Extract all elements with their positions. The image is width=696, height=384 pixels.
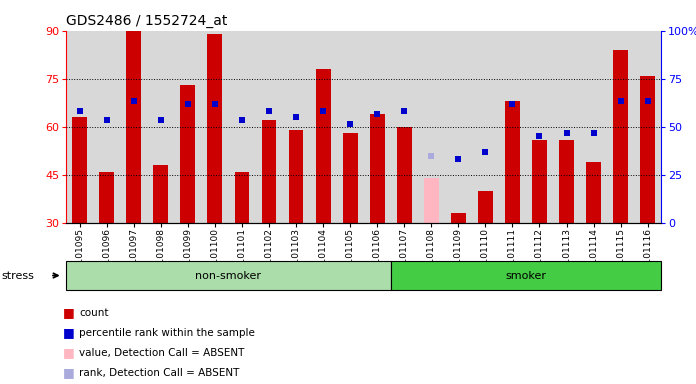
Text: smoker: smoker [505,270,546,281]
Text: percentile rank within the sample: percentile rank within the sample [79,328,255,338]
Text: non-smoker: non-smoker [196,270,262,281]
Text: value, Detection Call = ABSENT: value, Detection Call = ABSENT [79,348,245,358]
Text: GDS2486 / 1552724_at: GDS2486 / 1552724_at [66,14,228,28]
Bar [397,127,411,223]
Text: ■: ■ [63,366,74,379]
Bar [424,178,438,223]
Bar [126,31,141,223]
Bar [342,133,358,223]
Text: ■: ■ [63,326,74,339]
Bar [100,172,114,223]
Bar [262,120,276,223]
Bar [451,213,466,223]
Text: ■: ■ [63,306,74,319]
Bar [559,139,574,223]
Bar [153,165,168,223]
Bar [532,139,547,223]
Bar [72,117,87,223]
Bar [370,114,385,223]
Text: rank, Detection Call = ABSENT: rank, Detection Call = ABSENT [79,368,239,378]
Bar [180,85,196,223]
Bar [289,130,303,223]
Bar [478,191,493,223]
Text: count: count [79,308,109,318]
Bar [613,50,628,223]
Bar [207,34,222,223]
Bar [316,69,331,223]
Bar [586,162,601,223]
Bar [235,172,249,223]
Text: stress: stress [1,270,34,281]
Text: ■: ■ [63,346,74,359]
Bar [505,101,520,223]
Bar [640,76,655,223]
